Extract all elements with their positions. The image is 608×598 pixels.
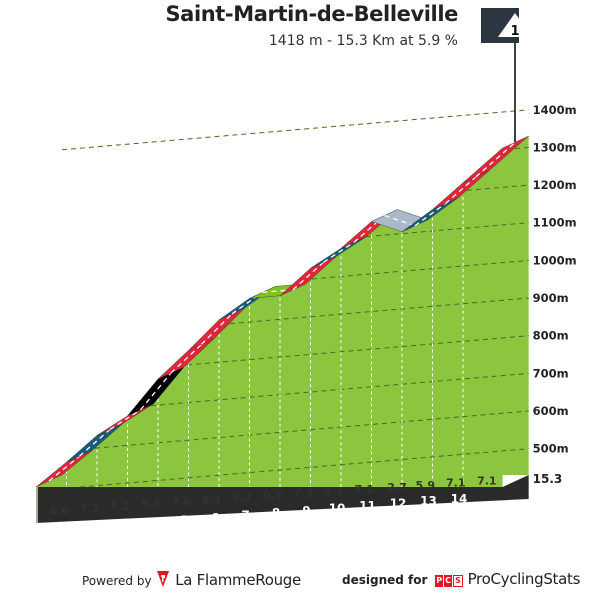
gradient-segment-centerline (445, 176, 477, 204)
powered-by-label: Powered by (82, 574, 152, 588)
km-marker-label: 4 (150, 516, 158, 530)
altitude-tick-label: 1100m (533, 216, 577, 230)
km-marker-label: 3 (119, 518, 127, 532)
gradient-segment-centerline (139, 372, 172, 411)
altitude-gridline (150, 372, 529, 407)
km-marker-label: 8 (272, 506, 280, 520)
gradient-value-label: 7.1 (477, 475, 497, 488)
km-marker-label: 5 (180, 513, 188, 527)
flamme-rouge-logo-icon (157, 571, 170, 587)
gradient-value-label: 7.1 (80, 502, 100, 515)
end-distance-label: 15.3 (533, 472, 563, 486)
gradient-value-label: 6.6 (50, 504, 70, 517)
profile-base-side (36, 487, 38, 523)
altitude-tick-label: 500m (533, 442, 569, 456)
km-marker-label: 9 (302, 504, 310, 518)
gradient-value-label: 0.7 (263, 489, 283, 502)
altitude-tick-label: 600m (533, 404, 569, 418)
altitude-tick-label: 1000m (533, 253, 577, 267)
gradient-segment-centerline (323, 241, 355, 263)
km-marker-label: 10 (329, 501, 346, 515)
km-marker-label: 14 (451, 492, 468, 506)
category-triangle-icon (498, 13, 532, 37)
altitude-tick-label: 1400m (533, 103, 577, 117)
km-marker-label: 7 (241, 509, 249, 523)
pcs-letter-p: P (435, 575, 444, 587)
km-marker-label: 1 (58, 523, 66, 537)
page-title: Saint-Martin-de-Belleville (165, 2, 458, 26)
km-marker-label: 11 (359, 499, 376, 513)
gradient-value-label: 7.1 (355, 483, 375, 496)
gradient-value-label: 5.3 (324, 485, 344, 498)
gradient-segment-centerline (79, 428, 111, 457)
powered-by-credit: Powered by La FlammeRouge (82, 570, 301, 589)
km-marker-label: 13 (420, 494, 437, 508)
km-marker-label: 2 (89, 521, 97, 535)
km-marker-label: 12 (390, 497, 407, 511)
altitude-gridline (466, 184, 529, 191)
gradient-value-label: 7.1 (446, 477, 466, 490)
gradient-segment-centerline (170, 343, 202, 374)
flamme-rouge-brand: La FlammeRouge (175, 571, 301, 589)
profile-base (36, 475, 529, 523)
altitude-gridline (366, 222, 529, 238)
gradient-value-label: 9.8 (141, 498, 161, 511)
gradient-value-label: 5.7 (233, 491, 253, 504)
designed-for-label: designed for (342, 573, 428, 587)
altitude-gridline (229, 297, 529, 325)
pcs-letter-s: S (452, 575, 463, 587)
gradient-value-label: 7.3 (294, 487, 314, 500)
gradient-value-label: 8.1 (202, 494, 222, 507)
gradient-segment-centerline (414, 202, 446, 227)
altitude-gridline (186, 335, 529, 366)
gradient-value-label: 5.2 (111, 500, 131, 513)
altitude-gridline (94, 410, 529, 449)
altitude-tick-label: 900m (533, 291, 569, 305)
altitude-tick-label: 1300m (533, 140, 577, 154)
gradient-value-label: -2.7 (383, 481, 407, 494)
altitude-tick-label: 800m (533, 329, 569, 343)
altitude-tick-label: 1200m (533, 178, 577, 192)
altitude-gridline (61, 109, 529, 151)
category-badge-label: 1 (510, 24, 519, 39)
pcs-letter-c: C (444, 575, 452, 587)
gradient-value-label: 7.6 (172, 496, 192, 509)
gradient-value-label: 5.9 (416, 479, 436, 492)
km-marker-label: 6 (211, 511, 219, 525)
gradient-segment-centerline (353, 215, 385, 243)
altitude-gridline (514, 146, 529, 150)
procyclingstats-brand: ProCyclingStats (467, 570, 581, 588)
page-subtitle: 1418 m - 15.3 Km at 5.9 % (268, 33, 458, 49)
gradient-segment-centerline (109, 409, 141, 430)
gradient-segment-centerline (201, 313, 233, 345)
altitude-gridline (61, 448, 529, 490)
gradient-segment-centerline (292, 261, 324, 291)
gradient-segment-centerline (48, 455, 80, 482)
gradient-segment (462, 135, 529, 183)
altitude-tick-label: 700m (533, 366, 569, 380)
altitude-gridline (311, 259, 529, 280)
